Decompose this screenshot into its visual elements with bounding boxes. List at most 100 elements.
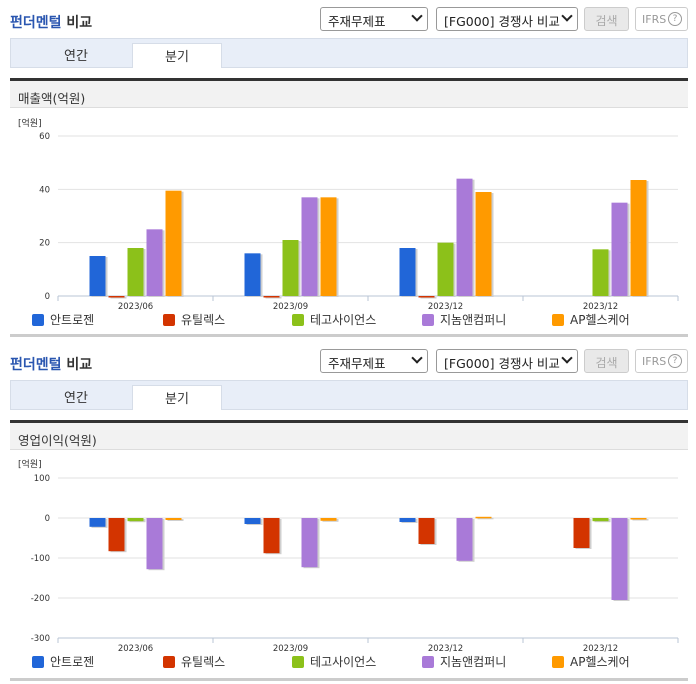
section-title: 펀더멘털 비교 bbox=[10, 357, 93, 373]
bar[interactable] bbox=[475, 192, 492, 296]
legend-label[interactable]: 지놈앤컴퍼니 bbox=[440, 655, 506, 669]
bar[interactable] bbox=[320, 518, 337, 521]
legend-label[interactable]: 지놈앤컴퍼니 bbox=[440, 313, 506, 327]
legend-label[interactable]: 테고사이언스 bbox=[310, 313, 376, 327]
tab-annual[interactable]: 연간 bbox=[64, 49, 88, 64]
ifrs-button[interactable]: IFRS? bbox=[635, 349, 688, 373]
y-tick-label: -100 bbox=[31, 554, 50, 564]
chart-title: 매출액(억원) bbox=[10, 78, 688, 108]
bar[interactable] bbox=[89, 518, 106, 527]
x-category-label: 2023/12 bbox=[428, 644, 463, 654]
x-category-label: 2023/09 bbox=[273, 644, 308, 654]
legend-label[interactable]: 안트로젠 bbox=[50, 313, 94, 327]
bar[interactable] bbox=[611, 202, 628, 296]
legend-swatch bbox=[32, 656, 44, 668]
legend-label[interactable]: 안트로젠 bbox=[50, 655, 94, 669]
x-category-label: 2023/12 bbox=[583, 302, 618, 312]
bar[interactable] bbox=[146, 518, 163, 570]
bar[interactable] bbox=[301, 197, 318, 296]
bar[interactable] bbox=[573, 518, 590, 548]
period-tabs: 연간 분기 bbox=[10, 38, 688, 68]
legend-swatch bbox=[422, 656, 434, 668]
tab-quarterly[interactable]: 분기 bbox=[132, 43, 222, 68]
legend-label[interactable]: 유틸렉스 bbox=[181, 655, 225, 669]
search-button[interactable]: 검색 bbox=[584, 7, 629, 31]
bar-shadow bbox=[420, 297, 437, 299]
comparison-select[interactable]: [FG000] 경쟁사 비교 bbox=[436, 349, 578, 373]
help-icon[interactable]: ? bbox=[668, 354, 682, 368]
operating-income-bar-chart: [억원] 100 0 -100 -200 -300 2023/06 2023/09 2023/1… bbox=[18, 458, 679, 669]
bar[interactable] bbox=[592, 518, 609, 522]
y-axis-unit: [억원] bbox=[18, 458, 42, 470]
y-tick-label: 60 bbox=[39, 132, 50, 142]
bar[interactable] bbox=[263, 518, 280, 554]
bar[interactable] bbox=[399, 248, 416, 296]
bar-shadow bbox=[265, 297, 282, 299]
bar[interactable] bbox=[320, 197, 337, 296]
ifrs-button[interactable]: IFRS? bbox=[635, 7, 688, 31]
chevron-down-icon bbox=[561, 10, 573, 22]
bar[interactable] bbox=[282, 240, 299, 296]
legend-swatch bbox=[32, 314, 44, 326]
x-category-label: 2023/06 bbox=[118, 302, 153, 312]
bar[interactable] bbox=[127, 248, 144, 296]
bar[interactable] bbox=[475, 516, 492, 519]
statement-select[interactable]: 주재무제표 bbox=[320, 349, 428, 373]
y-tick-label: 20 bbox=[39, 239, 50, 249]
y-tick-label: 0 bbox=[45, 514, 50, 524]
search-button[interactable]: 검색 bbox=[584, 349, 629, 373]
bar[interactable] bbox=[108, 296, 125, 298]
legend-label[interactable]: 테고사이언스 bbox=[310, 655, 376, 669]
period-tabs: 연간 분기 bbox=[10, 380, 688, 410]
bar[interactable] bbox=[301, 518, 318, 568]
help-icon[interactable]: ? bbox=[668, 12, 682, 26]
bar[interactable] bbox=[456, 178, 473, 296]
divider bbox=[10, 678, 688, 681]
comparison-select[interactable]: [FG000] 경쟁사 비교 bbox=[436, 7, 578, 31]
bar[interactable] bbox=[630, 180, 647, 296]
chevron-down-icon bbox=[561, 352, 573, 364]
y-tick-label: 0 bbox=[45, 292, 50, 302]
bar-shadow bbox=[110, 297, 127, 299]
bar[interactable] bbox=[399, 518, 416, 522]
tab-quarterly[interactable]: 분기 bbox=[132, 385, 222, 410]
bar-shadow bbox=[477, 517, 494, 520]
x-category-label: 2023/12 bbox=[583, 644, 618, 654]
bar[interactable] bbox=[437, 242, 454, 296]
revenue-bar-chart: [억원] 0 20 40 60 2023/06 2023/09 2023/12 2023/12 안… bbox=[18, 117, 679, 327]
divider bbox=[10, 334, 688, 337]
bar[interactable] bbox=[263, 296, 280, 298]
bar[interactable] bbox=[127, 518, 144, 522]
y-tick-label: -200 bbox=[31, 594, 50, 604]
bar[interactable] bbox=[418, 518, 435, 544]
bar[interactable] bbox=[611, 518, 628, 600]
bar[interactable] bbox=[630, 518, 647, 520]
legend-label[interactable]: 유틸렉스 bbox=[181, 313, 225, 327]
legend-swatch bbox=[292, 656, 304, 668]
bar-shadow bbox=[632, 519, 649, 521]
fundamental-section-operating-income: 펀더멘털 비교 주재무제표 [FG000] 경쟁사 비교 검색 IFRS? 연간… bbox=[0, 342, 696, 681]
x-category-label: 2023/06 bbox=[118, 644, 153, 654]
bar[interactable] bbox=[108, 518, 125, 552]
statement-select[interactable]: 주재무제표 bbox=[320, 7, 428, 31]
bar[interactable] bbox=[89, 256, 106, 296]
y-tick-label: 40 bbox=[39, 185, 50, 195]
bar[interactable] bbox=[165, 190, 182, 296]
bar[interactable] bbox=[165, 518, 182, 520]
legend-swatch bbox=[163, 314, 175, 326]
legend-label[interactable]: AP헬스케어 bbox=[570, 313, 630, 327]
tab-annual[interactable]: 연간 bbox=[64, 391, 88, 406]
fundamental-section-revenue: 펀더멘털 비교 주재무제표 [FG000] 경쟁사 비교 검색 IFRS? 연간… bbox=[0, 0, 696, 337]
bar[interactable] bbox=[592, 249, 609, 296]
section-header: 펀더멘털 비교 주재무제표 [FG000] 경쟁사 비교 검색 IFRS? bbox=[0, 342, 696, 380]
bar[interactable] bbox=[244, 518, 261, 524]
bar[interactable] bbox=[146, 229, 163, 296]
bar[interactable] bbox=[418, 296, 435, 298]
x-category-label: 2023/12 bbox=[428, 302, 463, 312]
legend-swatch bbox=[422, 314, 434, 326]
bar[interactable] bbox=[244, 253, 261, 296]
legend-label[interactable]: AP헬스케어 bbox=[570, 655, 630, 669]
bar[interactable] bbox=[456, 518, 473, 561]
section-title: 펀더멘털 비교 bbox=[10, 15, 93, 31]
chevron-down-icon bbox=[411, 10, 423, 22]
